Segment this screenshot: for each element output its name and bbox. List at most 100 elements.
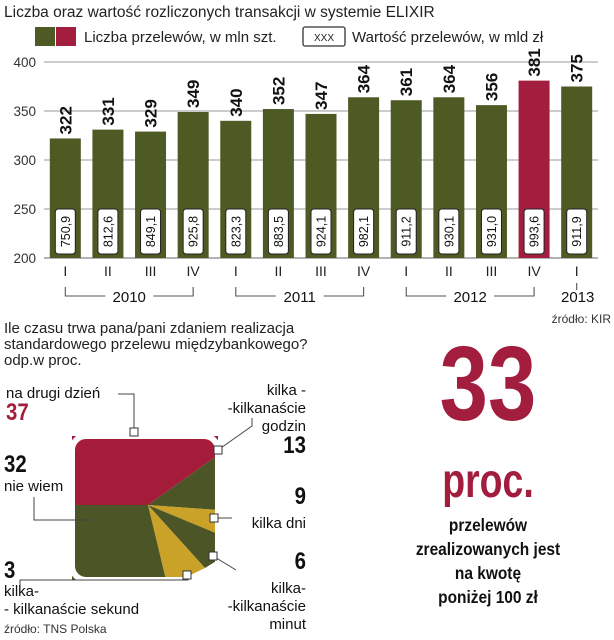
callout-big-number: 33 bbox=[440, 324, 537, 443]
bar-count-label: 361 bbox=[397, 68, 416, 96]
leader-marker bbox=[182, 570, 192, 580]
pie-slice-label: kilka- bbox=[4, 583, 39, 600]
value-box bbox=[353, 208, 375, 255]
pie-slice-label: - kilkanaście sekund bbox=[4, 601, 139, 618]
callout-unit: proc. bbox=[442, 455, 534, 509]
leader-line bbox=[217, 418, 253, 451]
value-label: 812,6 bbox=[101, 216, 115, 247]
pie-slice-3 bbox=[148, 505, 218, 568]
value-label: 911,2 bbox=[400, 216, 414, 246]
pie-title-line: Ile czasu trwa pana/pani zdaniem realiza… bbox=[4, 320, 295, 337]
bar-x-axis: I II III IV I II III IV I II III IV I bbox=[63, 263, 578, 279]
year-label: 2010 bbox=[113, 289, 146, 306]
pie-slice-label: kilka- bbox=[271, 580, 306, 597]
value-box bbox=[395, 208, 417, 255]
legend-swatch-count-crimson bbox=[56, 27, 76, 46]
value-label: 924,1 bbox=[315, 216, 329, 247]
bar-series: 322 750,9 331 812,6 329 849,1 349 925,8 340 823,3… bbox=[49, 48, 593, 259]
y-tick-label: 200 bbox=[13, 251, 36, 266]
value-box bbox=[523, 208, 545, 255]
x-tick-label: II bbox=[445, 263, 453, 279]
pie-source: źródło: TNS Polska bbox=[4, 622, 107, 636]
pie-slices bbox=[69, 433, 221, 583]
y-tick-label: 300 bbox=[13, 153, 36, 168]
pie-title: Ile czasu trwa pana/pani zdaniem realiza… bbox=[4, 320, 308, 369]
pie-slice-value: 37 bbox=[6, 398, 29, 425]
year-label: 2012 bbox=[453, 289, 486, 306]
year-label: 2011 bbox=[284, 289, 316, 306]
legend-count-label: Liczba przelewów, w mln szt. bbox=[84, 29, 277, 46]
value-box bbox=[225, 208, 247, 255]
year-label: 2013 bbox=[561, 289, 594, 306]
pie-slice-1 bbox=[148, 455, 218, 510]
callout-text-line: zrealizowanych jest bbox=[416, 539, 561, 559]
leader-line bbox=[118, 393, 135, 432]
y-tick-label: 400 bbox=[13, 55, 36, 70]
x-tick-label: IV bbox=[527, 263, 541, 279]
pie-slice-label: nie wiem bbox=[4, 478, 63, 495]
year-bracket bbox=[405, 287, 535, 297]
value-label: 911,9 bbox=[570, 216, 584, 246]
value-box bbox=[97, 208, 119, 255]
pie-slice-label: kilka - bbox=[267, 382, 306, 399]
legend-swatch-value-text: XXX bbox=[314, 33, 334, 44]
value-box bbox=[267, 208, 289, 255]
legend-swatch-count-olive bbox=[35, 27, 55, 46]
bar-count-label: 331 bbox=[99, 97, 118, 125]
x-tick-label: I bbox=[575, 263, 579, 279]
x-tick-label: II bbox=[274, 263, 282, 279]
year-bracket bbox=[235, 287, 365, 297]
callout-text-line: na kwotę bbox=[455, 563, 521, 583]
x-tick-label: IV bbox=[187, 263, 201, 279]
pie-slice-value: 6 bbox=[295, 547, 306, 574]
value-box bbox=[438, 208, 460, 255]
bar-count-label: 375 bbox=[568, 54, 587, 82]
pie-slice-label: godzin bbox=[262, 418, 306, 435]
leader-line bbox=[33, 497, 92, 521]
pie-slice-label: -kilkanaście bbox=[228, 598, 306, 615]
value-label: 993,6 bbox=[528, 216, 542, 247]
pie-slice-value: 3 bbox=[4, 556, 15, 583]
pie-slice-5 bbox=[72, 505, 166, 580]
x-tick-label: I bbox=[234, 263, 238, 279]
pie-title-line: odp.w proc. bbox=[4, 352, 82, 369]
value-label: 982,1 bbox=[357, 216, 371, 247]
x-tick-label: I bbox=[63, 263, 67, 279]
callout-text-line: poniżej 100 zł bbox=[438, 587, 538, 607]
x-tick-label: III bbox=[486, 263, 498, 279]
x-tick-label: III bbox=[315, 263, 327, 279]
pie-slice-0 bbox=[72, 436, 218, 505]
bar-count-label: 356 bbox=[482, 73, 501, 101]
leader-marker bbox=[129, 427, 139, 437]
pie-slice-label: kilka dni bbox=[252, 515, 306, 532]
value-box bbox=[140, 208, 162, 255]
value-box bbox=[310, 208, 332, 255]
year-bracket bbox=[64, 287, 194, 297]
leader-marker bbox=[208, 551, 218, 561]
x-tick-label: IV bbox=[357, 263, 371, 279]
value-label: 883,5 bbox=[272, 216, 286, 247]
callout: 33 proc. przelewów zrealizowanych jest na … bbox=[416, 324, 561, 608]
bar-count-label: 364 bbox=[440, 64, 459, 93]
legend-value-label: Wartość przelewów, w mld zł bbox=[352, 29, 544, 46]
bar-chart-title: Liczba oraz wartość rozliczonych transak… bbox=[4, 4, 435, 21]
value-label: 930,1 bbox=[442, 216, 456, 247]
bar-count-label: 364 bbox=[355, 64, 374, 93]
bar-count-label: 347 bbox=[312, 82, 331, 110]
value-label: 750,9 bbox=[59, 216, 73, 247]
leader-marker bbox=[213, 445, 223, 455]
x-tick-label: I bbox=[404, 263, 408, 279]
bar-year-groups: 2010 2011 2012 2013 bbox=[64, 283, 594, 306]
bar-y-axis: 200 250 300 350 400 bbox=[13, 55, 36, 266]
value-label: 823,3 bbox=[229, 216, 243, 247]
value-label: 931,0 bbox=[485, 216, 499, 247]
pie-slice-label: minut bbox=[269, 616, 307, 633]
callout-text-line: przelewów bbox=[449, 515, 528, 535]
value-box bbox=[182, 208, 204, 255]
y-tick-label: 350 bbox=[13, 104, 36, 119]
bar-count-label: 349 bbox=[184, 80, 203, 108]
bar-count-label: 322 bbox=[56, 106, 75, 134]
bar-count-label: 340 bbox=[227, 88, 246, 116]
value-box bbox=[54, 208, 76, 255]
